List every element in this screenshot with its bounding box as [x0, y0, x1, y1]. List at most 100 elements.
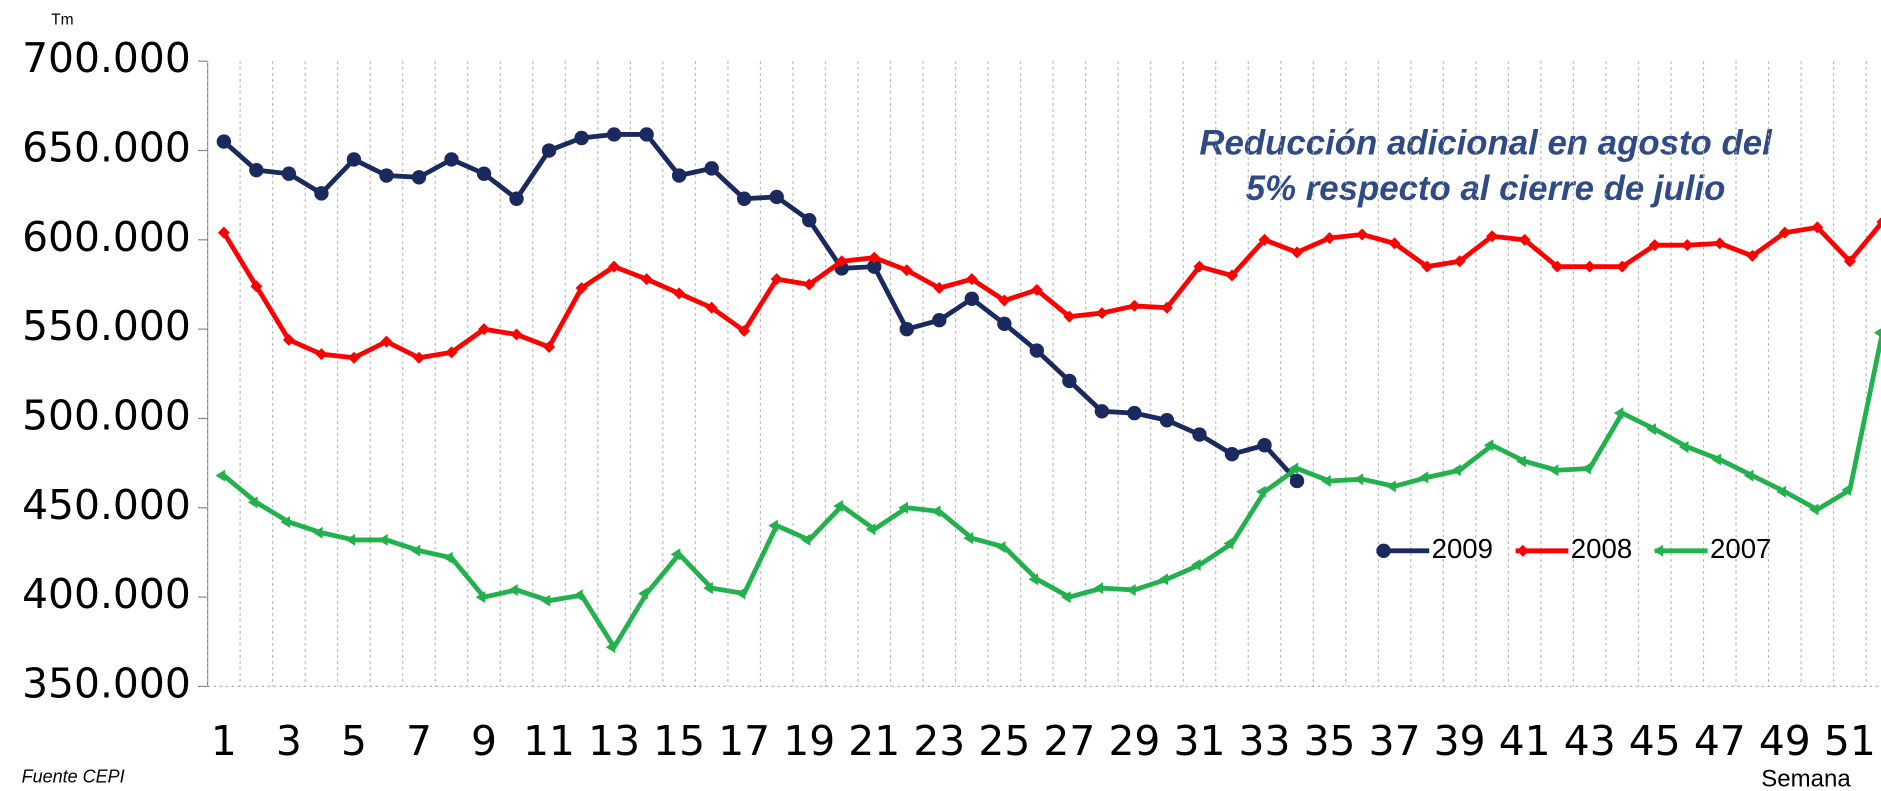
- data-point: [1095, 307, 1108, 320]
- data-point: [1646, 423, 1656, 436]
- data-point: [932, 313, 947, 328]
- data-point: [1291, 246, 1304, 259]
- x-tick-label: 29: [1108, 717, 1160, 765]
- data-point: [639, 127, 654, 142]
- data-point: [216, 134, 232, 149]
- data-point: [1030, 283, 1043, 296]
- x-axis-label: Semana: [1761, 765, 1851, 791]
- x-tick-label: 19: [783, 717, 835, 765]
- data-point: [1258, 233, 1271, 246]
- data-point: [478, 323, 491, 336]
- data-point: [965, 273, 978, 286]
- data-point: [1421, 260, 1434, 273]
- y-tick-label: 350.000: [22, 659, 191, 707]
- data-point: [508, 583, 518, 596]
- x-tick-label: 49: [1759, 717, 1811, 765]
- data-point: [510, 328, 523, 341]
- data-point: [670, 548, 681, 561]
- data-point: [768, 519, 778, 532]
- data-point: [867, 259, 882, 274]
- data-point: [1323, 232, 1336, 245]
- y-tick-label: 400.000: [22, 570, 191, 618]
- data-point: [1583, 260, 1596, 273]
- x-tick-label: 31: [1173, 717, 1225, 765]
- data-point: [673, 287, 686, 300]
- data-point: [738, 324, 751, 337]
- data-point: [868, 251, 881, 264]
- data-point: [347, 351, 360, 364]
- data-point: [1192, 427, 1207, 442]
- data-point: [1029, 343, 1045, 358]
- data-point: [1616, 260, 1629, 273]
- x-tick-label: 21: [848, 717, 900, 765]
- data-point: [605, 641, 616, 654]
- data-point: [704, 161, 719, 176]
- data-point: [802, 212, 817, 228]
- data-point: [1451, 464, 1461, 477]
- series-line: [221, 220, 1881, 361]
- data-point: [1873, 328, 1881, 338]
- data-point: [770, 273, 783, 286]
- data-point: [1581, 462, 1591, 475]
- data-point: [281, 166, 297, 181]
- data-point: [671, 168, 687, 183]
- data-point: [640, 273, 653, 286]
- y-tick-label: 450.000: [22, 481, 191, 529]
- data-point: [280, 516, 291, 529]
- data-point: [1224, 446, 1240, 462]
- data-point: [1289, 473, 1305, 489]
- data-point: [1160, 301, 1173, 314]
- data-point: [1158, 573, 1169, 586]
- x-tick-label: 13: [588, 717, 640, 765]
- x-tick-label: 15: [653, 717, 705, 765]
- legend-marker: [1516, 544, 1529, 557]
- legend-item: 2009: [1376, 533, 1493, 564]
- data-point: [899, 321, 914, 337]
- data-point: [217, 226, 230, 239]
- data-point: [215, 469, 226, 482]
- data-point: [1418, 471, 1429, 484]
- data-point: [543, 341, 556, 354]
- x-tick-label: 27: [1043, 717, 1095, 765]
- data-point: [1483, 439, 1494, 452]
- y-tick-label: 550.000: [22, 302, 191, 350]
- data-point: [411, 170, 427, 185]
- data-point: [445, 346, 458, 359]
- legend-label: 2007: [1710, 533, 1771, 564]
- data-point: [1353, 473, 1364, 486]
- data-point: [541, 143, 557, 158]
- data-point: [1453, 255, 1466, 268]
- data-point: [1486, 230, 1499, 243]
- data-point: [963, 532, 974, 545]
- data-point: [575, 282, 588, 295]
- data-point: [736, 191, 752, 206]
- data-point: [1094, 404, 1110, 419]
- data-point: [249, 162, 264, 178]
- x-tick-label: 39: [1434, 717, 1486, 765]
- annotation: 5% respecto al cierre de julio: [1246, 169, 1726, 208]
- data-point: [1128, 299, 1141, 312]
- data-point: [1743, 469, 1754, 482]
- series-line: [222, 332, 1881, 650]
- data-point: [1518, 233, 1531, 246]
- data-point: [705, 301, 718, 314]
- legend-label: 2008: [1571, 533, 1632, 564]
- data-point: [900, 264, 913, 277]
- data-point: [475, 591, 486, 604]
- data-point: [444, 152, 459, 167]
- data-point: [998, 294, 1011, 307]
- x-tick-label: 11: [523, 717, 575, 765]
- legend-item: 2008: [1515, 533, 1632, 564]
- data-point: [1386, 480, 1396, 493]
- data-point: [1062, 373, 1077, 389]
- legend-item: 2007: [1653, 533, 1771, 564]
- data-point: [1551, 260, 1564, 273]
- data-point: [1776, 485, 1787, 498]
- x-tick-label: 51: [1824, 717, 1876, 765]
- data-point: [1746, 249, 1759, 262]
- data-point: [1613, 407, 1624, 420]
- data-point: [1288, 462, 1299, 475]
- data-point: [1876, 217, 1881, 227]
- data-point: [800, 533, 811, 546]
